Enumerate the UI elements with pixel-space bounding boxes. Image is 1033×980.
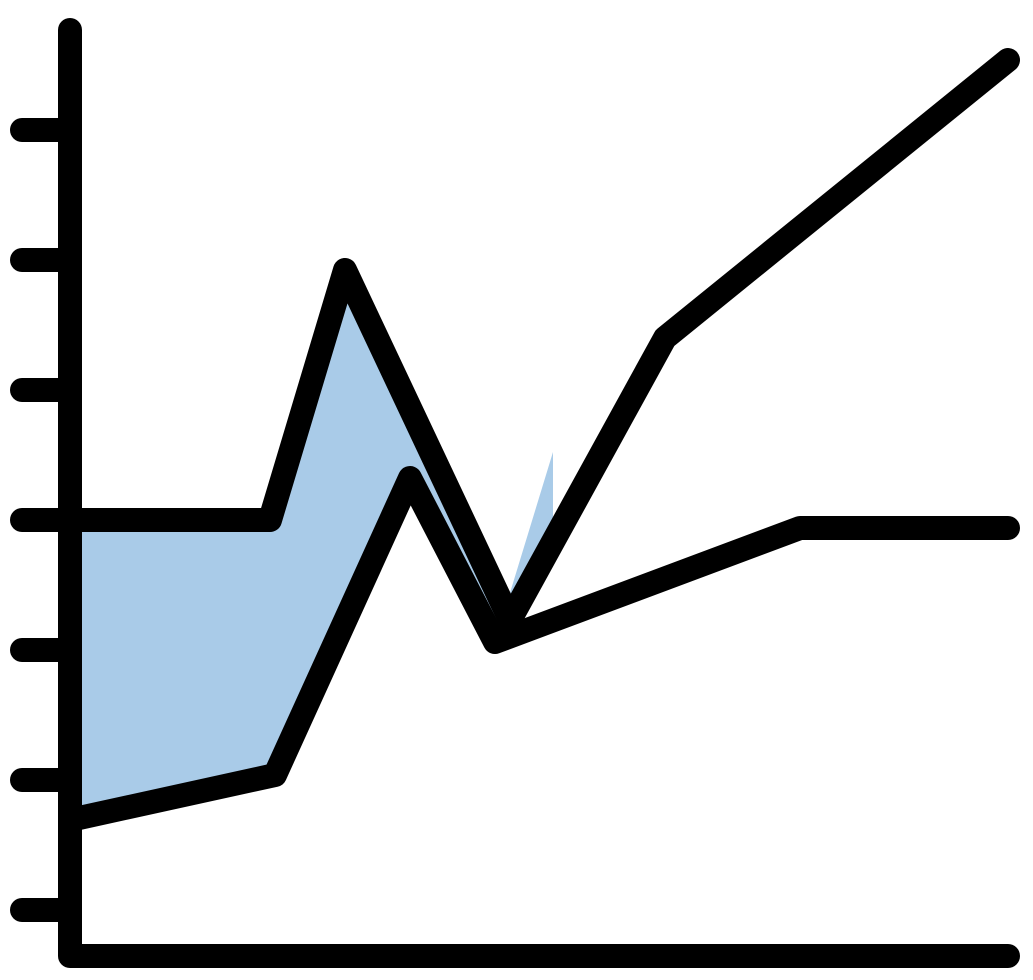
- line-chart-icon: [0, 0, 1033, 980]
